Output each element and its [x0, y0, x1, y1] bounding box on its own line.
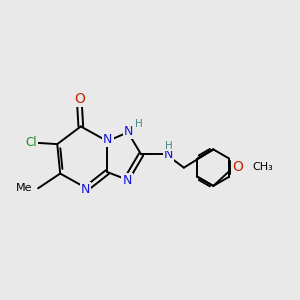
Text: N: N — [164, 148, 173, 161]
Text: N: N — [81, 183, 90, 196]
Text: Cl: Cl — [26, 136, 38, 149]
Text: O: O — [74, 92, 85, 106]
Text: N: N — [124, 125, 133, 138]
Text: N: N — [103, 134, 112, 146]
Text: H: H — [165, 141, 173, 151]
Text: O: O — [232, 160, 244, 174]
Text: Me: Me — [16, 183, 33, 193]
Text: N: N — [122, 174, 132, 187]
Text: H: H — [135, 119, 143, 129]
Text: CH₃: CH₃ — [252, 162, 273, 172]
